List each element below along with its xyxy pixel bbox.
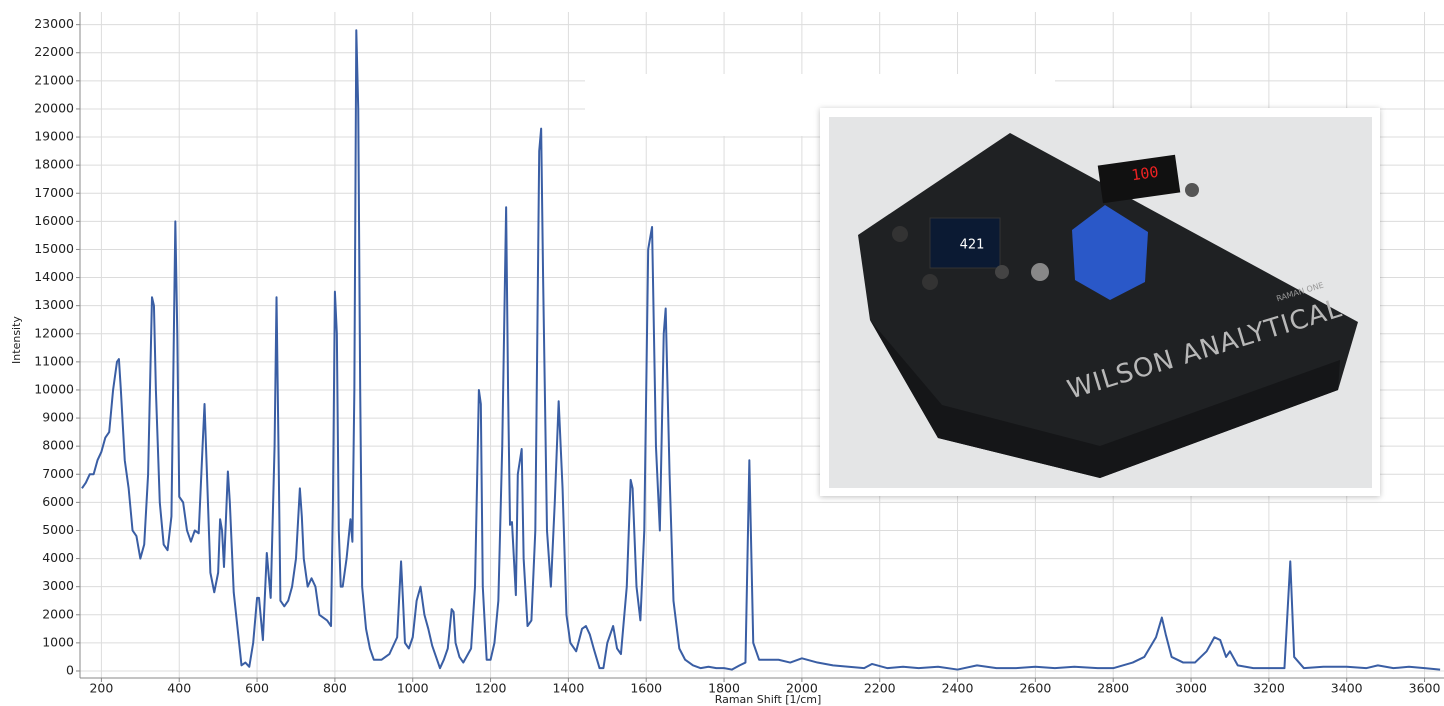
spectrum-line [81, 29, 1441, 671]
y-tick-label: 5000 [42, 522, 74, 537]
x-tick-label: 2200 [864, 681, 896, 696]
y-tick-label: 1000 [42, 634, 74, 649]
x-tick-label: 3400 [1331, 681, 1363, 696]
plot-area: 0 1000 2000 3000 4000 5000 6000 7000 8000 9000 100… [34, 12, 1444, 696]
y-tick-label: 21000 [34, 72, 74, 87]
y-tick-label: 18000 [34, 157, 74, 172]
x-tick-label: 2800 [1097, 681, 1129, 696]
y-tick-label: 17000 [34, 185, 74, 200]
device-side [870, 320, 1340, 478]
y-tick-label: 7000 [42, 466, 74, 481]
y-tick-label: 16000 [34, 213, 74, 228]
x-tick-label: 400 [167, 681, 191, 696]
y-tick-label: 2000 [42, 606, 74, 621]
x-tick-label: 2400 [942, 681, 974, 696]
x-tick-label: 600 [245, 681, 269, 696]
x-tick-label: 2600 [1019, 681, 1051, 696]
y-tick-label: 15000 [34, 241, 74, 256]
x-tick-label: 1400 [552, 681, 584, 696]
x-axis-label: Raman Shift [1/cm] [715, 693, 822, 706]
y-tick-label: 4000 [42, 550, 74, 565]
x-tick-label: 200 [89, 681, 113, 696]
display-text: 100 [1130, 163, 1159, 185]
x-tick-label: 1600 [630, 681, 662, 696]
x-tick-label: 2000 [786, 681, 818, 696]
y-tick-label: 14000 [34, 269, 74, 284]
y-tick-label: 20000 [34, 100, 74, 115]
x-tick-label: 3600 [1409, 681, 1441, 696]
x-tick-label: 1000 [397, 681, 429, 696]
y-tick-label: 23000 [34, 16, 74, 31]
y-tick-label: 19000 [34, 129, 74, 144]
inset-photo: WILSON ANALYTICAL RAMAN ONE 100 421 [820, 108, 1380, 496]
y-tick-label: 13000 [34, 297, 74, 312]
screen [929, 217, 1001, 269]
sample-holder [1072, 205, 1148, 300]
y-tick-label: 12000 [34, 325, 74, 340]
y-tick-label: 10000 [34, 381, 74, 396]
button [922, 274, 938, 290]
y-tick-label: 22000 [34, 44, 74, 59]
y-tick-label: 6000 [42, 494, 74, 509]
x-tick-label: 1200 [475, 681, 507, 696]
x-tick-label: 800 [323, 681, 347, 696]
knob [1185, 183, 1199, 197]
y-tick-label: 0 [66, 662, 74, 677]
x-tick-label: 1800 [708, 681, 740, 696]
knob [1031, 263, 1049, 281]
y-tick-label: 3000 [42, 578, 74, 593]
display [1097, 154, 1181, 204]
y-tick-label: 8000 [42, 438, 74, 453]
x-tick-label: 3000 [1175, 681, 1207, 696]
x-tick-label: 3200 [1253, 681, 1285, 696]
knob [995, 265, 1009, 279]
button [892, 226, 908, 242]
y-axis-label: Intensity [10, 316, 23, 364]
y-tick-label: 9000 [42, 410, 74, 425]
screen-text: 421 [960, 238, 985, 253]
y-tick-label: 11000 [34, 353, 74, 368]
